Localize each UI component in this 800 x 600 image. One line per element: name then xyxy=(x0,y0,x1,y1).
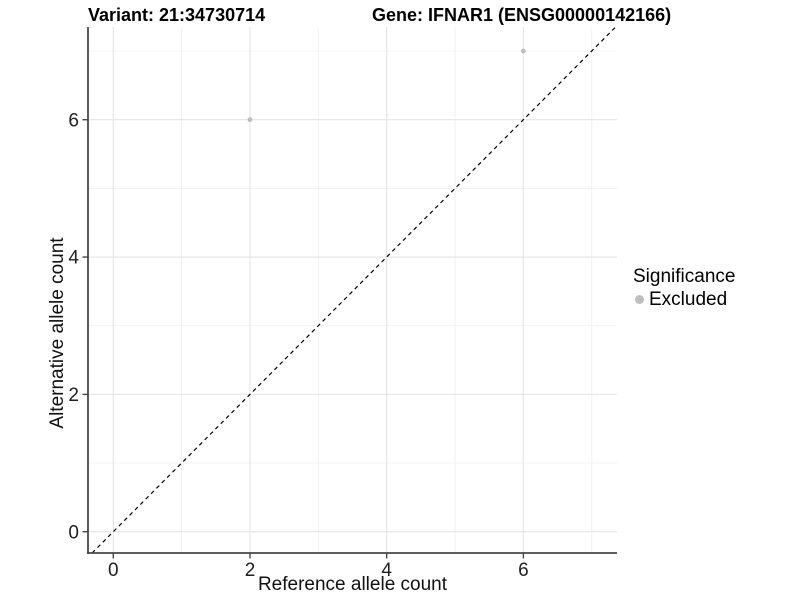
legend-title: Significance xyxy=(633,266,736,287)
x-tick-label: 6 xyxy=(518,560,529,581)
data-point xyxy=(520,48,526,54)
x-tick-label: 4 xyxy=(381,560,392,581)
identity-dashed-line xyxy=(91,26,617,554)
y-tick-label: 0 xyxy=(68,522,79,543)
legend: Significance Excluded xyxy=(633,266,735,310)
x-tick-label: 2 xyxy=(245,560,256,581)
x-axis-title: Reference allele count xyxy=(257,574,448,595)
data-point xyxy=(247,117,253,123)
y-tick-label: 2 xyxy=(68,385,79,406)
y-tick-label: 6 xyxy=(68,110,79,131)
y-axis-title: Alternative allele count xyxy=(47,237,68,429)
legend-item-label: Excluded xyxy=(649,288,728,310)
excluded-point-icon xyxy=(635,295,644,304)
legend-item-excluded: Excluded xyxy=(633,289,735,310)
variant-title: Variant: 21:34730714 xyxy=(88,5,266,25)
y-tick-label: 4 xyxy=(68,248,79,269)
gene-title: Gene: IFNAR1 (ENSG00000142166) xyxy=(372,5,672,25)
x-tick-label: 0 xyxy=(108,560,119,581)
